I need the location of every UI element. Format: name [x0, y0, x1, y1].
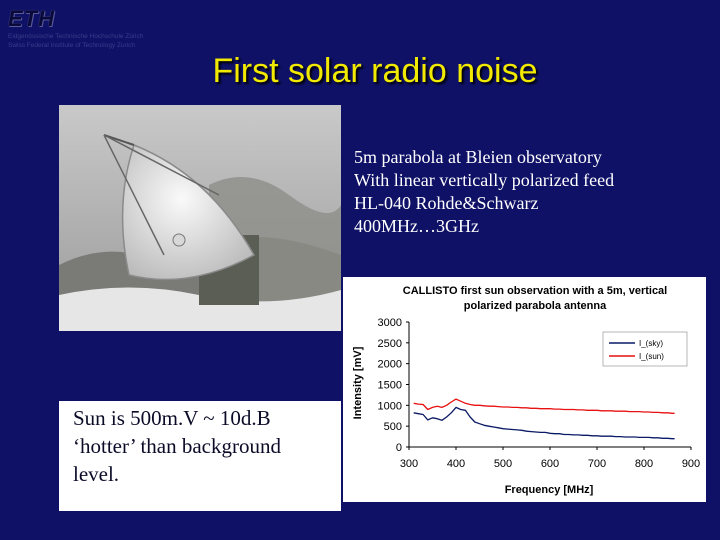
x-axis-label: Frequency [MHz]: [505, 484, 594, 496]
caption-line: ‘hotter’ than background: [73, 434, 281, 458]
y-tick-label: 2000: [378, 359, 402, 371]
y-axis-label: Intensity [mV]: [352, 346, 364, 419]
y-tick-label: 1000: [378, 400, 402, 412]
y-tick-label: 0: [396, 442, 402, 454]
legend-box: [602, 331, 688, 367]
logo-wordmark: ETH: [8, 6, 55, 31]
series-line-sun: [413, 398, 675, 414]
x-tick-label: 500: [494, 458, 512, 470]
spectrum-chart-svg: CALLISTO first sun observation with a 5m…: [352, 285, 700, 496]
caption-line: level.: [73, 462, 120, 486]
description-line: 5m parabola at Bleien observatory: [354, 147, 602, 167]
parabola-photo: [59, 105, 341, 331]
x-tick-label: 600: [541, 458, 559, 470]
description-line: HL-040 Rohde&Schwarz: [354, 193, 539, 213]
chart-title-line-2: polarized parabola antenna: [464, 300, 607, 312]
x-tick-label: 800: [635, 458, 653, 470]
x-tick-label: 300: [400, 458, 418, 470]
y-tick-label: 3000: [378, 317, 402, 329]
spectrum-chart: CALLISTO first sun observation with a 5m…: [343, 277, 706, 502]
y-tick-label: 500: [384, 421, 402, 433]
logo-line-english: Swiss Federal Institute of Technology Zu…: [8, 42, 136, 49]
chart-title-line-1: CALLISTO first sun observation with a 5m…: [403, 285, 667, 297]
parabola-photo-illustration: [59, 105, 341, 331]
legend-label: I_(sun): [639, 352, 664, 361]
slide-title: First solar radio noise: [212, 52, 538, 90]
x-tick-label: 900: [682, 458, 700, 470]
caption-line: Sun is 500m.V ~ 10d.B: [73, 406, 271, 430]
description-line: 400MHz…3GHz: [354, 216, 479, 236]
series-line-sky: [413, 406, 675, 440]
legend-label: I_(sky): [639, 339, 663, 348]
eth-logo: ETH Eidgenössische Technische Hochschule…: [8, 6, 198, 56]
y-tick-label: 2500: [378, 338, 402, 350]
result-caption: Sun is 500m.V ~ 10d.B ‘hotter’ than back…: [59, 401, 341, 511]
x-tick-label: 400: [447, 458, 465, 470]
antenna-description: 5m parabola at Bleien observatory With l…: [354, 146, 694, 238]
chart-legend: I_(sky) I_(sun): [602, 331, 688, 367]
logo-line-german: Eidgenössische Technische Hochschule Zür…: [8, 33, 144, 40]
x-tick-label: 700: [588, 458, 606, 470]
description-line: With linear vertically polarized feed: [354, 170, 615, 190]
y-tick-label: 1500: [378, 380, 402, 392]
